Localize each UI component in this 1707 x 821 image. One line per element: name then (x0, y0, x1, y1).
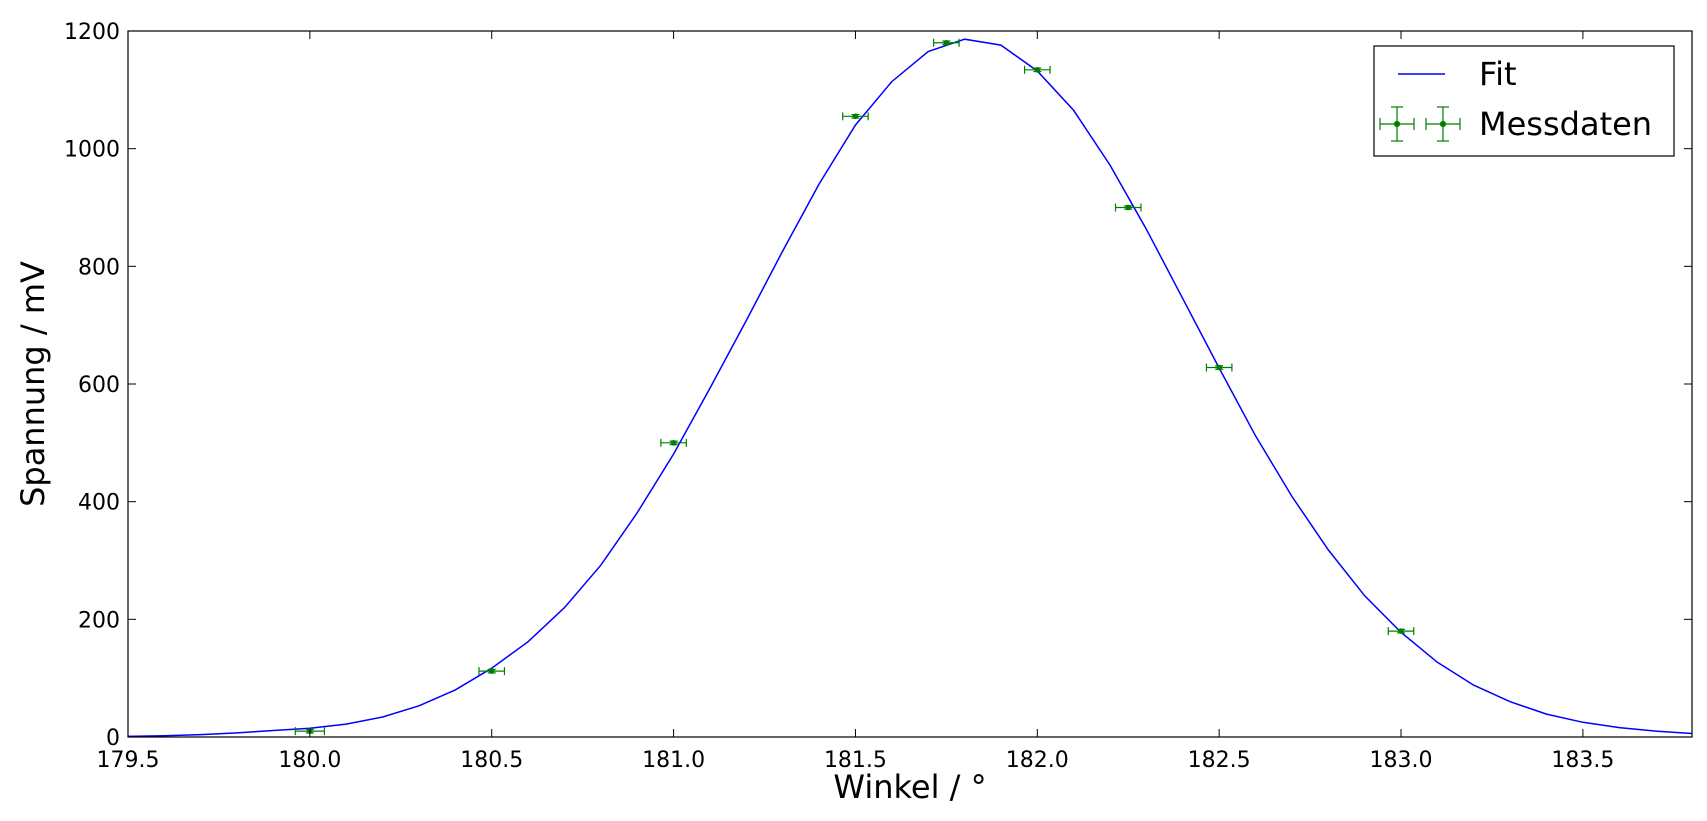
data-point (1023, 65, 1051, 74)
y-axis-label: Spannung / mV (14, 261, 52, 507)
data-point (1114, 203, 1142, 212)
x-tick-label: 182.5 (1188, 748, 1251, 773)
data-point (933, 38, 960, 47)
data-point (478, 667, 506, 676)
legend-messdaten-label: Messdaten (1479, 105, 1652, 143)
y-tick-label: 600 (78, 373, 120, 398)
y-tick-label: 0 (106, 726, 120, 751)
x-tick-label: 180.5 (460, 748, 523, 773)
y-tick-label: 1000 (64, 138, 120, 163)
x-tick-label: 181.0 (642, 748, 705, 773)
y-tick-label: 200 (78, 608, 120, 633)
fit-line (127, 38, 1693, 738)
legend-box (1373, 45, 1675, 157)
x-tick-label: 181.5 (824, 748, 887, 773)
x-tick-label: 183.0 (1370, 748, 1433, 773)
x-tick-label: 179.5 (97, 748, 160, 773)
y-tick-label: 400 (78, 491, 120, 516)
x-axis-label: Winkel / ° (833, 768, 986, 806)
legend: Fit Messdaten (1373, 45, 1675, 157)
legend-fit-label: Fit (1479, 55, 1517, 93)
x-tick-label: 182.0 (1006, 748, 1069, 773)
x-tick-label: 180.0 (278, 748, 341, 773)
data-point (660, 438, 687, 447)
y-tick-label: 1200 (64, 20, 120, 45)
data-point (1205, 363, 1233, 372)
plot-area (127, 38, 1693, 738)
data-point (1387, 627, 1415, 636)
axis-ticks: 179.5 180.0 180.5 181.0 181.5 182.0 182.5 183.0… (64, 20, 1692, 773)
x-tick-label: 183.5 (1551, 748, 1614, 773)
legend-messdaten-swatch (1379, 106, 1461, 142)
y-tick-label: 800 (78, 255, 120, 280)
data-point (842, 112, 869, 121)
